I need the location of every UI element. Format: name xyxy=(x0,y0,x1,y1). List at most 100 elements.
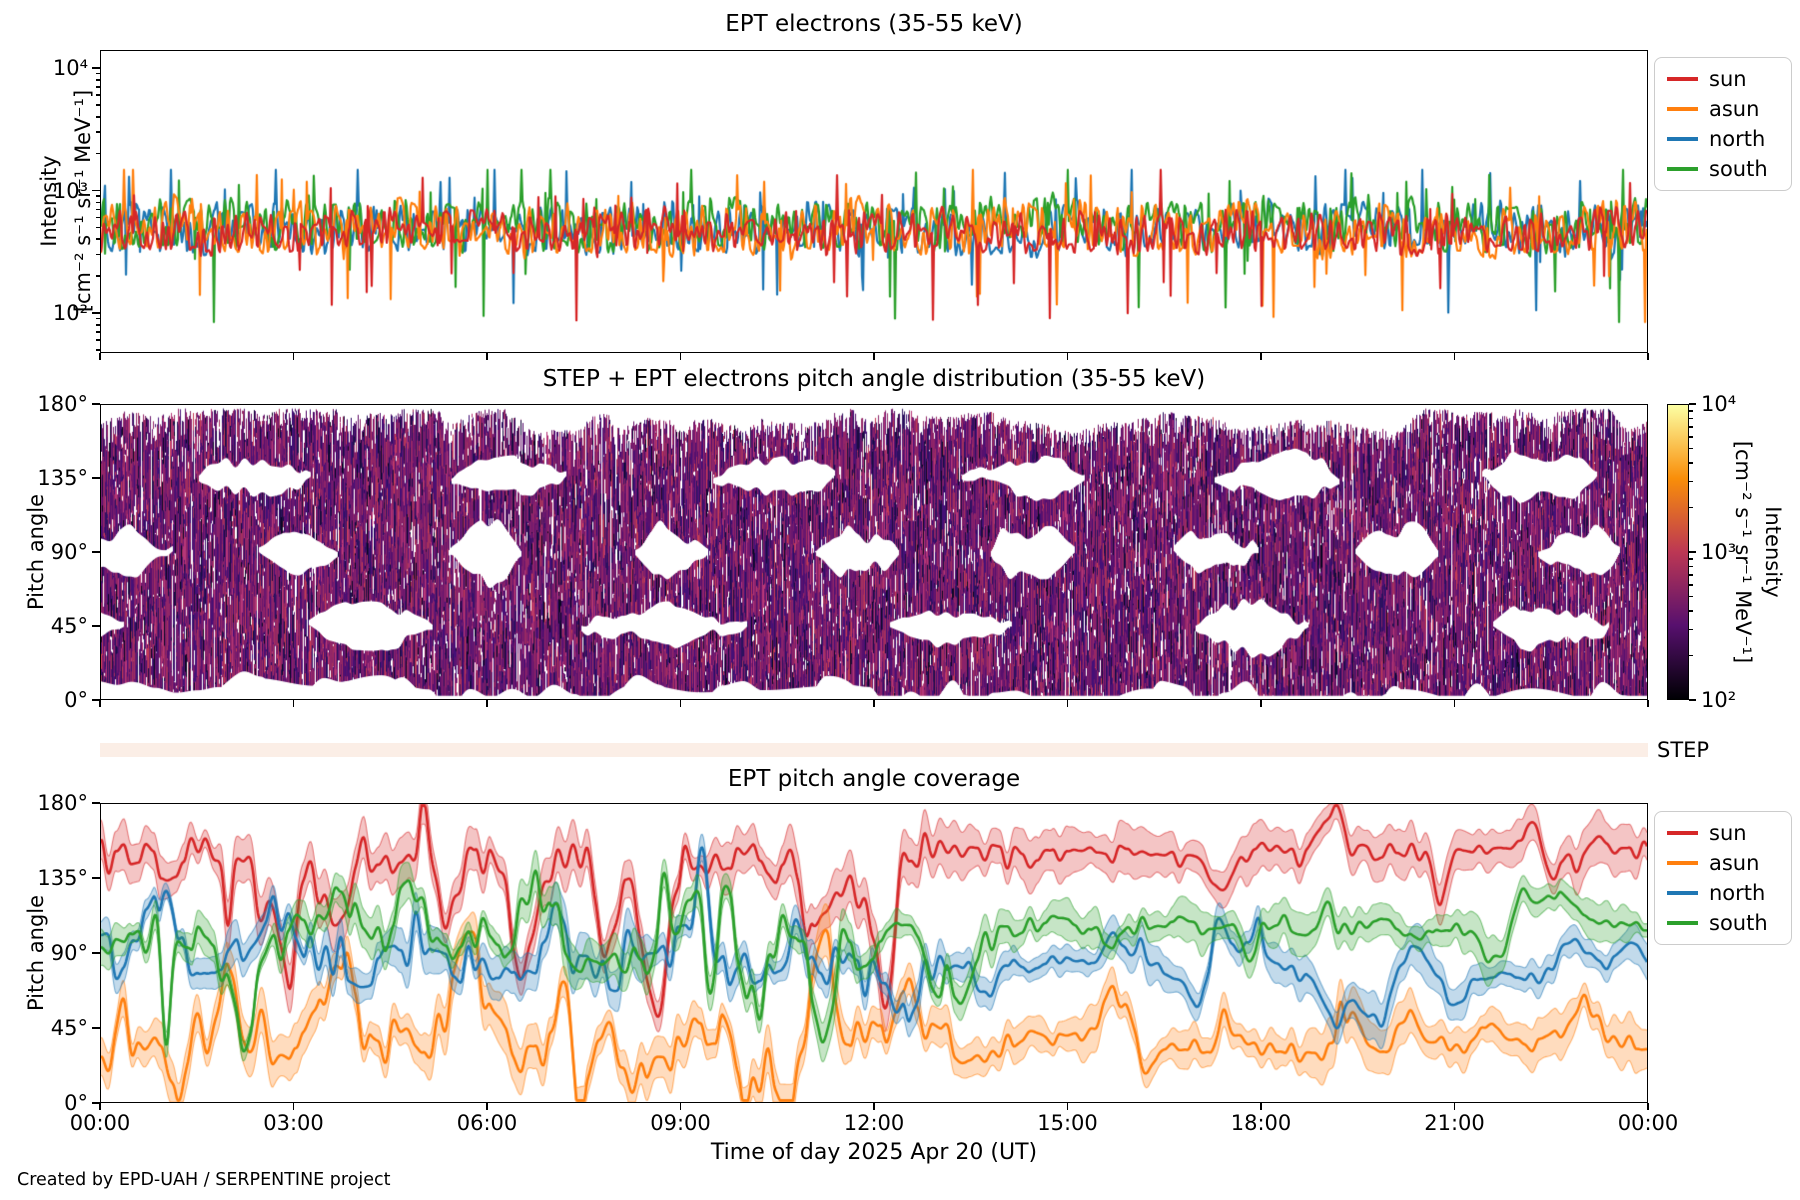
x-tick-label: 15:00 xyxy=(1037,1111,1098,1135)
y-tick-minor xyxy=(96,152,100,155)
cbar-tick-minor xyxy=(1689,506,1693,509)
cbar-tick-minor xyxy=(1689,557,1693,560)
y-tick-minor xyxy=(96,79,100,81)
x-tick xyxy=(1066,353,1069,360)
y-tick xyxy=(92,189,100,192)
legend-swatch-south xyxy=(1667,921,1698,925)
x-tick-label: 12:00 xyxy=(843,1111,905,1135)
y-tick xyxy=(92,699,100,701)
legend-item: asun xyxy=(1667,852,1779,874)
y-tick-minor xyxy=(96,201,100,204)
cbar-tick xyxy=(1689,551,1696,553)
x-tick xyxy=(1260,353,1262,360)
cbar-tick-minor xyxy=(1689,654,1693,657)
x-tick xyxy=(1453,1103,1456,1110)
cbar-tick-minor xyxy=(1689,480,1693,483)
cbar-tick-minor xyxy=(1689,565,1693,568)
y-tick-label: 90° xyxy=(50,941,88,965)
cbar-tick-label: 10² xyxy=(1701,688,1737,712)
y-tick-minor xyxy=(96,131,100,133)
panel3-canvas xyxy=(101,804,1647,1102)
x-tick xyxy=(1453,700,1456,707)
panel3-pa-coverage-plot xyxy=(100,803,1648,1103)
y-tick-label: 45° xyxy=(50,614,88,638)
cbar-tick xyxy=(1689,699,1696,701)
x-tick-label: 06:00 xyxy=(456,1111,518,1135)
x-tick xyxy=(486,1103,488,1110)
x-tick xyxy=(99,353,101,360)
legend-label: south xyxy=(1709,157,1768,181)
y-tick xyxy=(92,877,100,879)
legend-item: south xyxy=(1667,158,1779,180)
legend-swatch-sun xyxy=(1667,77,1698,81)
x-tick xyxy=(679,353,682,360)
x-tick-label: 00:00 xyxy=(69,1111,131,1135)
panel2-canvas xyxy=(101,405,1647,699)
y-tick-label: 10⁴ xyxy=(52,56,88,80)
y-tick-label: 180° xyxy=(37,791,88,815)
y-tick-minor xyxy=(96,94,100,96)
cbar-tick-minor xyxy=(1689,426,1693,428)
legend-item: sun xyxy=(1667,68,1779,90)
x-tick xyxy=(1066,1103,1069,1110)
legend-swatch-south xyxy=(1667,167,1698,171)
x-tick-label: 21:00 xyxy=(1424,1111,1485,1135)
y-tick xyxy=(92,67,100,69)
y-tick xyxy=(92,1027,100,1029)
cbar-tick-minor xyxy=(1689,417,1693,420)
y-tick-label: 180° xyxy=(37,392,88,416)
colorbar-label: Intensity [cm⁻² s⁻¹ sr⁻¹ MeV⁻¹] xyxy=(1731,440,1785,664)
step-strip xyxy=(100,743,1648,757)
y-tick-label: 10³ xyxy=(52,178,88,203)
y-tick-label: 135° xyxy=(37,466,88,490)
legend-item: asun xyxy=(1667,98,1779,120)
cbar-tick xyxy=(1689,403,1696,405)
colorbar xyxy=(1667,404,1689,700)
legend-item: sun xyxy=(1667,822,1779,844)
x-tick-label: 18:00 xyxy=(1230,1111,1292,1135)
legend-label: asun xyxy=(1709,851,1760,875)
y-tick-minor xyxy=(96,253,100,256)
x-tick xyxy=(1260,1103,1262,1110)
y-tick-minor xyxy=(96,331,100,333)
x-tick xyxy=(1647,1103,1649,1110)
x-tick-label: 00:00 xyxy=(1617,1111,1679,1135)
cbar-tick-label: 10³ xyxy=(1701,540,1737,564)
cbar-tick-minor xyxy=(1689,584,1693,586)
y-tick-label: 45° xyxy=(50,1016,88,1040)
cbar-tick-label: 10⁴ xyxy=(1701,392,1737,416)
legend-label: south xyxy=(1709,911,1768,935)
x-tick xyxy=(1066,700,1069,707)
legend-swatch-asun xyxy=(1667,107,1698,111)
legend-swatch-sun xyxy=(1667,831,1698,835)
legend-label: sun xyxy=(1709,67,1747,91)
y-tick-minor xyxy=(96,339,100,341)
x-tick xyxy=(1453,353,1456,360)
x-tick xyxy=(486,700,488,707)
cbar-tick-minor xyxy=(1689,436,1693,438)
y-tick xyxy=(92,802,100,804)
x-tick xyxy=(99,700,101,707)
legend-label: north xyxy=(1709,881,1766,905)
panel2-pad-spectrogram-plot xyxy=(100,404,1648,700)
x-tick-label: 09:00 xyxy=(650,1111,711,1135)
x-tick xyxy=(99,1103,101,1110)
y-tick-minor xyxy=(96,226,100,229)
legend-swatch-north xyxy=(1667,891,1698,895)
x-tick-label: 03:00 xyxy=(263,1111,324,1135)
y-tick-minor xyxy=(96,208,100,211)
cbar-tick-minor xyxy=(1689,409,1693,412)
cbar-tick-minor xyxy=(1689,462,1693,464)
x-axis-label: Time of day 2025 Apr 20 (UT) xyxy=(710,1140,1038,1165)
y-tick-minor xyxy=(96,104,100,106)
y-tick xyxy=(92,551,100,553)
y-tick-label: 90° xyxy=(50,540,88,564)
legend-item: south xyxy=(1667,912,1779,934)
y-tick-minor xyxy=(96,238,100,241)
cbar-tick-minor xyxy=(1689,610,1693,612)
panel1-title: EPT electrons (35-55 keV) xyxy=(725,11,1023,37)
legend-swatch-asun xyxy=(1667,861,1698,865)
legend-label: sun xyxy=(1709,821,1747,845)
x-tick xyxy=(292,353,295,360)
panel3-title: EPT pitch angle coverage xyxy=(727,766,1021,792)
